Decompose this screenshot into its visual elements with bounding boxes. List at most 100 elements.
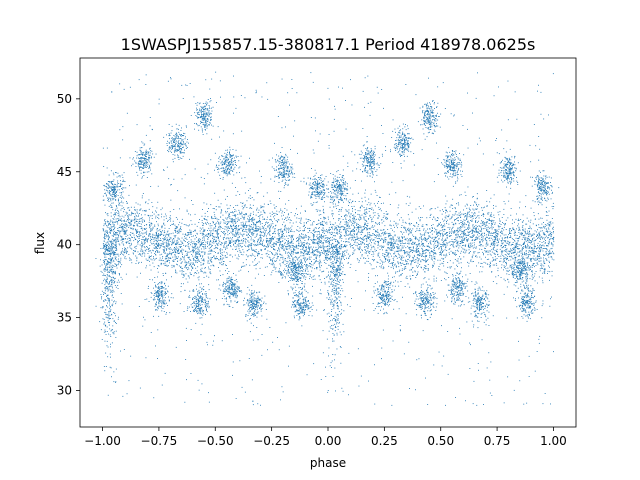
data-point	[516, 253, 518, 255]
data-point	[340, 210, 342, 212]
data-point	[422, 256, 424, 257]
data-point	[415, 208, 417, 210]
data-point	[548, 221, 550, 223]
data-point	[443, 233, 445, 235]
data-point	[144, 255, 146, 257]
data-point	[503, 259, 505, 261]
data-point	[410, 232, 412, 234]
data-point	[368, 237, 369, 239]
data-point	[181, 241, 183, 243]
data-point	[480, 234, 482, 236]
data-point	[125, 241, 127, 243]
data-point	[485, 218, 486, 219]
data-point	[425, 249, 427, 251]
data-point	[132, 232, 134, 234]
data-point	[191, 266, 193, 268]
data-point	[119, 231, 120, 233]
data-point	[439, 223, 440, 225]
data-point	[180, 246, 182, 247]
data-point	[120, 262, 121, 264]
data-point	[511, 256, 513, 258]
data-point	[293, 246, 295, 247]
data-point	[166, 244, 168, 246]
data-point	[261, 254, 263, 255]
data-point	[434, 258, 436, 260]
data-point	[221, 261, 223, 263]
data-point	[151, 215, 153, 217]
data-point	[518, 240, 519, 242]
data-point	[465, 215, 467, 217]
data-point	[103, 244, 105, 246]
data-point	[276, 220, 278, 222]
data-point	[229, 228, 231, 229]
data-point	[329, 241, 330, 243]
data-point	[300, 252, 302, 254]
data-point	[504, 240, 506, 242]
data-point	[121, 229, 123, 231]
data-point	[473, 204, 474, 206]
data-point	[390, 228, 392, 229]
data-point	[472, 224, 474, 226]
data-point	[531, 247, 532, 248]
data-point	[489, 240, 491, 242]
data-point	[379, 196, 380, 198]
data-point	[304, 283, 306, 285]
data-point	[359, 215, 361, 217]
data-point	[437, 259, 439, 261]
data-point	[411, 261, 412, 262]
data-point	[245, 222, 246, 224]
data-point	[313, 228, 315, 230]
data-point	[501, 250, 503, 252]
data-point	[240, 233, 242, 235]
data-point	[464, 229, 466, 231]
data-point	[272, 262, 274, 264]
data-point	[287, 240, 289, 242]
data-point	[520, 268, 522, 270]
data-point	[199, 251, 201, 253]
data-point	[155, 210, 156, 212]
data-point	[532, 257, 534, 259]
data-point	[338, 211, 340, 212]
data-point	[168, 244, 170, 246]
data-point	[451, 241, 453, 242]
data-point	[500, 260, 502, 262]
data-point	[275, 241, 277, 243]
data-point	[315, 249, 316, 251]
data-point	[393, 276, 395, 278]
data-point	[217, 252, 219, 254]
data-point	[444, 219, 446, 221]
data-point	[368, 228, 370, 229]
data-point	[256, 245, 257, 246]
data-point	[104, 235, 105, 237]
data-point	[137, 231, 139, 233]
data-point	[454, 219, 456, 220]
data-point	[219, 251, 221, 253]
data-point	[187, 242, 188, 243]
data-point	[507, 254, 509, 255]
data-point	[347, 225, 349, 227]
data-point	[351, 239, 353, 241]
data-point	[302, 226, 304, 227]
data-point	[475, 221, 477, 223]
data-point	[319, 254, 320, 256]
data-point	[396, 214, 398, 216]
data-point	[506, 263, 507, 264]
data-point	[543, 248, 545, 249]
data-point	[305, 250, 306, 252]
data-point	[316, 224, 318, 225]
data-point	[195, 252, 197, 253]
data-point	[323, 235, 325, 237]
data-point	[407, 229, 409, 231]
data-point	[237, 226, 239, 228]
data-point	[277, 214, 278, 215]
data-point	[284, 225, 286, 227]
data-point	[262, 241, 264, 243]
data-point	[284, 268, 286, 270]
data-point	[219, 223, 221, 225]
data-point	[317, 247, 319, 249]
data-point	[195, 261, 197, 263]
data-point	[314, 249, 316, 251]
data-point	[180, 240, 182, 242]
data-point	[247, 250, 249, 251]
data-point	[248, 228, 249, 230]
